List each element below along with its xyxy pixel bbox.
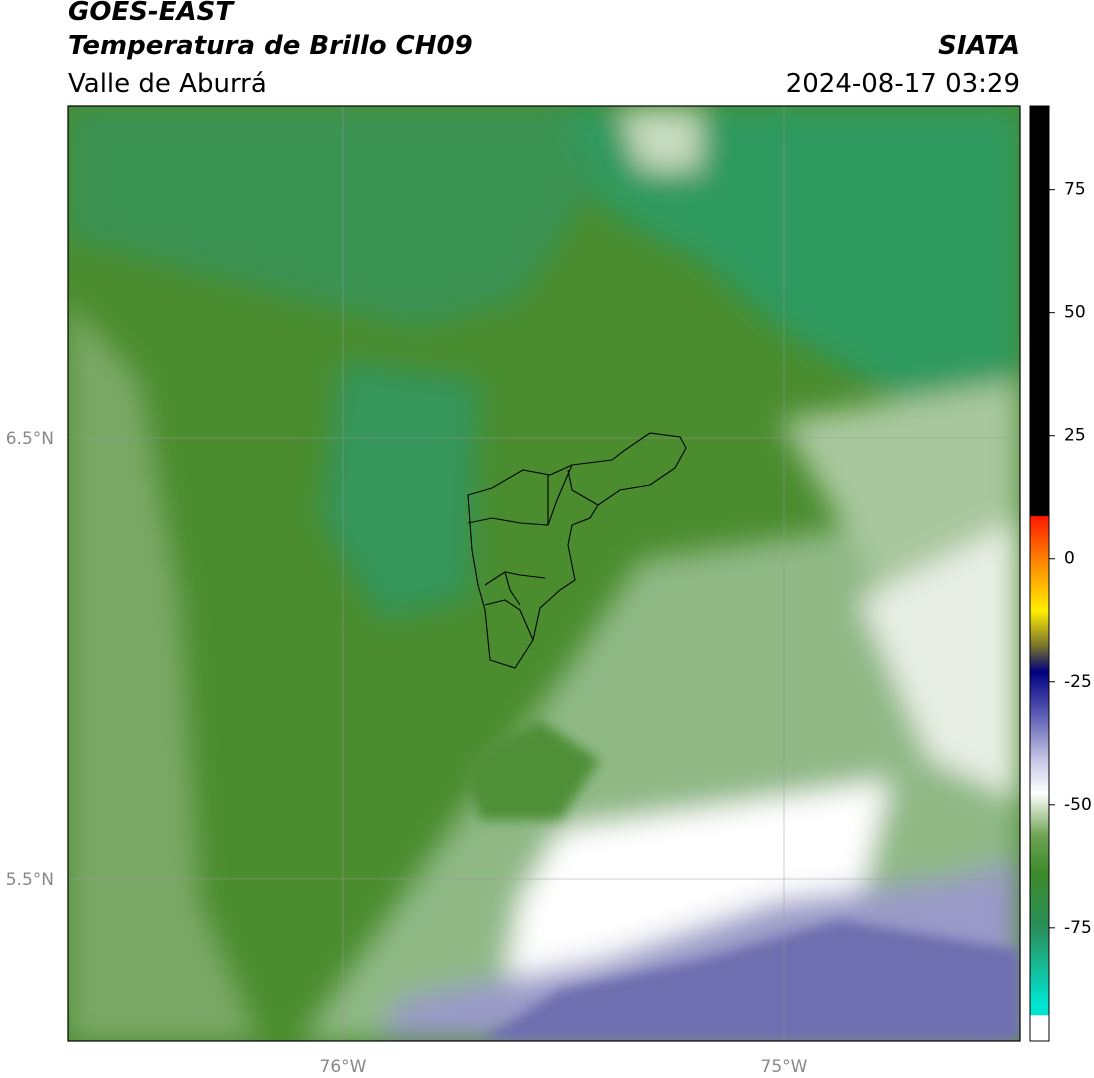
lon-label: 76°W [320,1057,367,1077]
source: SIATA [938,31,1020,61]
map-field [68,106,1020,1041]
map-frame [67,105,1021,1042]
lon-label: 75°W [761,1057,808,1077]
subtitle: Temperatura de Brillo CH09 [68,31,473,61]
lat-label: 5.5°N [6,870,54,890]
lat-label: 6.5°N [6,429,54,449]
region: Valle de Aburrá [68,69,267,99]
datetime: 2024-08-17 03:29 [786,69,1020,99]
colorbar-tick-label: 75 [1064,180,1086,200]
colorbar-tick-label: -75 [1064,918,1092,938]
colorbar-tick-label: 0 [1064,549,1075,569]
colorbar-tick-label: 25 [1064,426,1086,446]
colorbar-tick-label: -25 [1064,672,1092,692]
colorbar-tick-label: -50 [1064,795,1092,815]
colorbar-tick-label: 50 [1064,303,1086,323]
title: GOES-EAST [68,0,235,27]
colorbar [1029,105,1050,1042]
